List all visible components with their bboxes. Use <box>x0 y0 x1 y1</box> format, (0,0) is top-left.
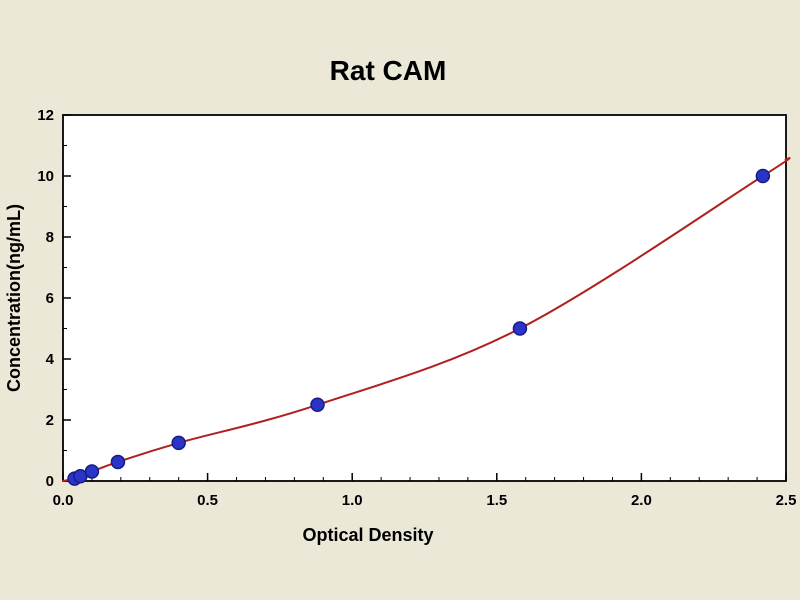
x-tick-label: 1.5 <box>486 492 507 509</box>
x-axis-label: Optical Density <box>302 525 433 545</box>
data-point <box>110 454 126 470</box>
plot-frame <box>62 114 787 482</box>
data-point <box>512 321 528 336</box>
plot-background <box>63 115 786 481</box>
y-tick-label: 0 <box>46 473 54 490</box>
y-tick-label: 12 <box>37 107 54 124</box>
x-tick-label: 2.0 <box>631 492 652 509</box>
data-point <box>84 464 100 479</box>
y-tick-label: 8 <box>46 229 54 246</box>
y-tick-label: 6 <box>46 290 54 307</box>
x-tick-label: 1.0 <box>342 492 363 509</box>
y-tick-label: 10 <box>37 168 54 185</box>
data-point <box>171 435 186 451</box>
plot-layer: 0.0 0.5 1.0 1.5 2.0 2.5 0 2 4 6 8 10 12 <box>37 107 796 509</box>
x-tick-label: 0.0 <box>53 492 74 509</box>
x-tick-label: 0.5 <box>197 492 218 509</box>
x-tick-label: 2.5 <box>776 492 797 509</box>
y-tick-label: 4 <box>46 351 55 368</box>
data-point <box>310 397 325 412</box>
chart-title: Rat CAM <box>330 55 447 86</box>
data-point <box>755 168 771 184</box>
y-tick-label: 2 <box>46 412 54 429</box>
y-axis-label: Concentration(ng/mL) <box>4 204 24 392</box>
